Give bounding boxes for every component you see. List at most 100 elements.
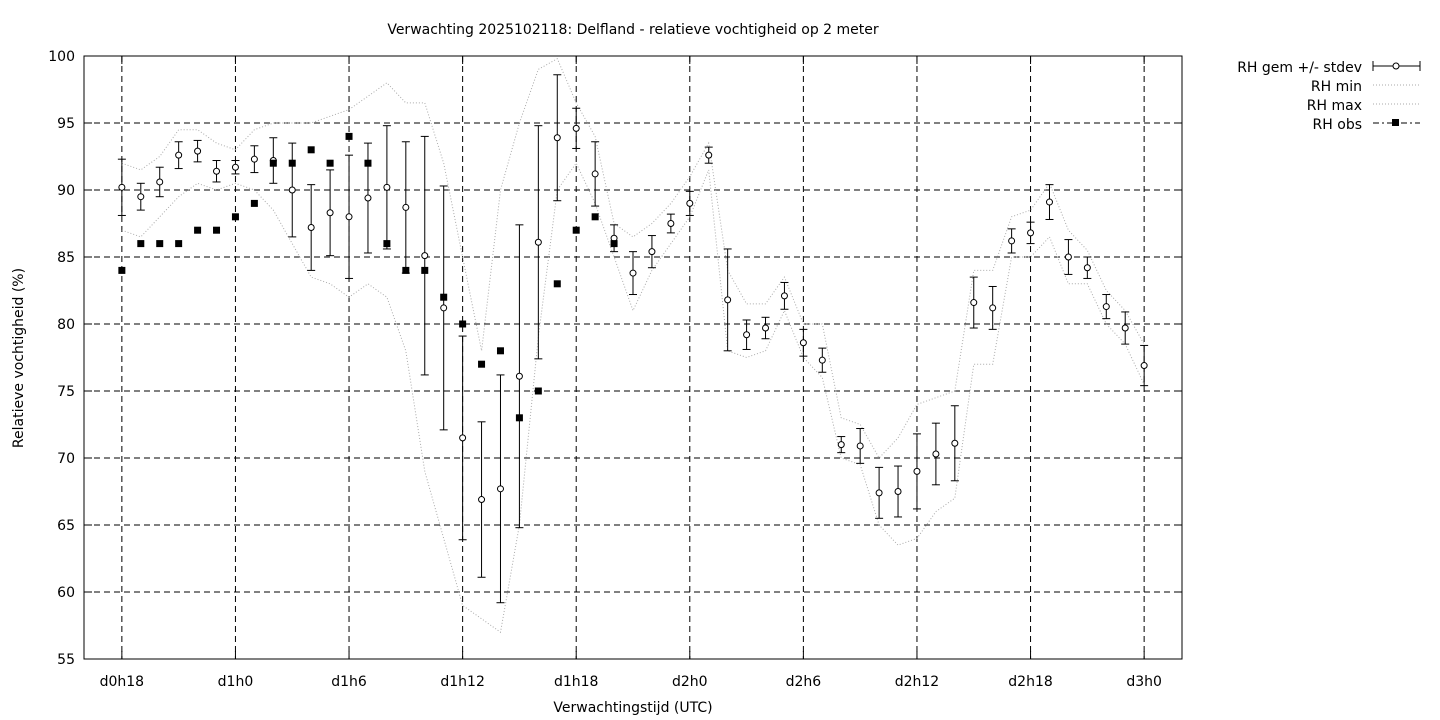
series-rh-min-line [121, 162, 1145, 634]
mean-point [667, 220, 675, 227]
mean-point [250, 155, 258, 163]
mean-point [743, 331, 751, 339]
y-tick-label: 55 [57, 652, 75, 668]
obs-point [610, 240, 618, 248]
series-rh-mean-errorbars [117, 74, 1149, 604]
mean-point [780, 292, 788, 300]
y-tick-label: 75 [57, 384, 75, 400]
y-tick-label: 90 [57, 183, 75, 199]
mean-point [534, 238, 542, 246]
mean-point [553, 134, 561, 142]
obs-point [326, 159, 334, 167]
chart-title: Verwachting 2025102118: Delfland - relat… [387, 22, 879, 38]
legend: RH gem +/- stdev RH min RH max RH obs [1237, 60, 1421, 133]
obs-point [402, 266, 410, 274]
mean-point [440, 304, 448, 312]
obs-point [591, 213, 599, 221]
mean-point [496, 485, 504, 493]
mean-point [970, 299, 978, 307]
x-tick-label: d1h0 [218, 674, 254, 690]
mean-point [288, 186, 296, 194]
legend-label-min: RH min [1311, 79, 1362, 95]
obs-point [156, 240, 164, 248]
axis-ticks [84, 55, 1182, 660]
mean-point [818, 356, 826, 364]
mean-point [1045, 198, 1053, 206]
y-tick-label: 85 [57, 250, 75, 266]
grid-lines [84, 56, 1182, 659]
obs-point [421, 266, 429, 274]
mean-point [989, 304, 997, 312]
mean-point [118, 183, 126, 191]
mean-point [1121, 324, 1129, 332]
legend-label-mean: RH gem +/- stdev [1237, 60, 1362, 76]
obs-point [364, 159, 372, 167]
mean-point [137, 193, 145, 201]
mean-point [364, 194, 372, 202]
mean-point [478, 496, 486, 504]
x-tick-labels: d0h18 d1h0 d1h6 d1h12 d1h18 d2h0 d2h6 d2h12 d2h1… [100, 674, 1162, 690]
mean-point [1027, 229, 1035, 237]
mean-point [572, 124, 580, 132]
obs-point [345, 132, 353, 140]
mean-point [591, 170, 599, 178]
obs-point [534, 387, 542, 395]
obs-point [269, 159, 277, 167]
x-axis-label: Verwachtingstijd (UTC) [553, 700, 712, 716]
y-tick-label: 60 [57, 585, 75, 601]
mean-point [421, 252, 429, 260]
series-rh-max-line [121, 57, 1145, 459]
obs-point [118, 266, 126, 274]
y-tick-labels: 55 60 65 70 75 80 85 90 95 100 [48, 49, 75, 668]
mean-point [1008, 237, 1016, 245]
mean-point [213, 167, 221, 175]
obs-point [250, 199, 258, 207]
obs-point [383, 240, 391, 248]
mean-point [1064, 253, 1072, 261]
mean-point [951, 439, 959, 447]
y-tick-label: 70 [57, 451, 75, 467]
obs-point [175, 240, 183, 248]
mean-point [686, 199, 694, 207]
y-tick-label: 65 [57, 518, 75, 534]
mean-point [724, 296, 732, 304]
mean-point [629, 269, 637, 277]
mean-point [932, 450, 940, 458]
mean-point [1102, 303, 1110, 311]
mean-point [1083, 264, 1091, 272]
mean-point [345, 213, 353, 221]
legend-label-max: RH max [1307, 98, 1362, 114]
mean-point [1140, 362, 1148, 370]
obs-point [515, 414, 523, 422]
x-tick-label: d0h18 [100, 674, 144, 690]
mean-point [648, 248, 656, 256]
mean-point [705, 151, 713, 159]
mean-point [231, 163, 239, 171]
obs-point [288, 159, 296, 167]
x-tick-label: d1h6 [331, 674, 367, 690]
y-axis-label: Relatieve vochtigheid (%) [11, 268, 27, 448]
mean-point [837, 441, 845, 449]
mean-point [402, 203, 410, 211]
y-tick-label: 100 [48, 49, 75, 65]
mean-point [307, 224, 315, 232]
obs-point [440, 293, 448, 301]
mean-point [194, 147, 202, 155]
obs-point [137, 240, 145, 248]
obs-point [194, 226, 202, 234]
x-tick-label: d2h18 [1008, 674, 1052, 690]
obs-point [213, 226, 221, 234]
mean-point [875, 489, 883, 497]
mean-point [762, 324, 770, 332]
obs-point [231, 213, 239, 221]
series-rh-obs-points [118, 132, 618, 422]
legend-label-obs: RH obs [1313, 117, 1362, 133]
mean-point [856, 442, 864, 450]
x-tick-label: d2h6 [786, 674, 822, 690]
obs-point [496, 347, 504, 355]
mean-point [326, 209, 334, 217]
legend-mark-obs-point [1392, 119, 1399, 126]
mean-point [913, 467, 921, 475]
plot-frame [83, 55, 1183, 660]
